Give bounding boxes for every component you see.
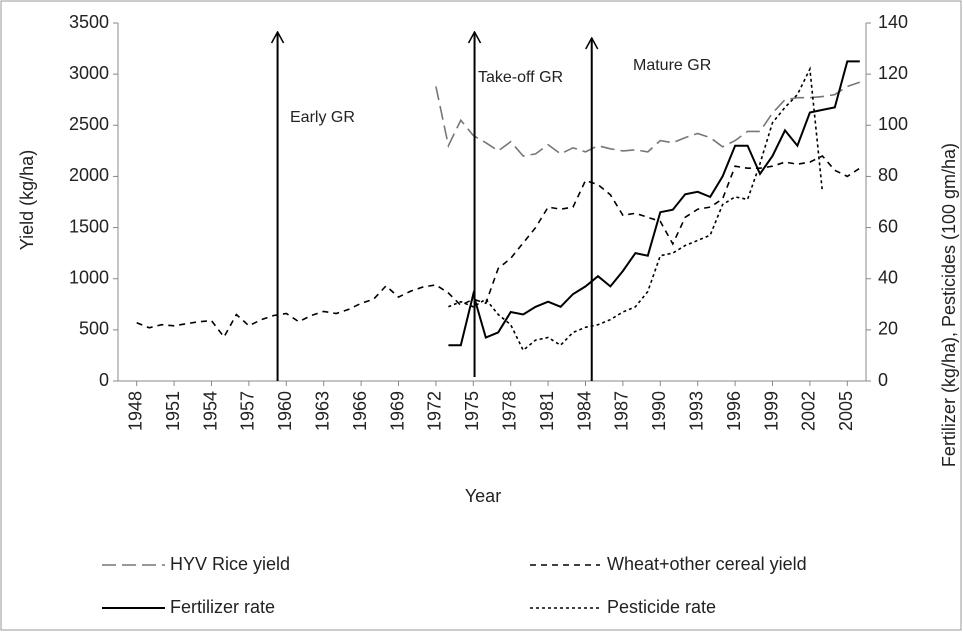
legend-label: Pesticide rate xyxy=(607,597,716,617)
x-tick-label: 1984 xyxy=(574,391,594,431)
y-tick-label: 0 xyxy=(99,370,109,390)
legend-label: Fertilizer rate xyxy=(170,597,275,617)
annotation: Take-off GR xyxy=(478,69,563,86)
legend-label: Wheat+other cereal yield xyxy=(607,554,807,574)
y2-tick-label: 140 xyxy=(878,12,908,32)
y-tick-label: 2000 xyxy=(69,165,109,185)
y-tick-label: 500 xyxy=(79,319,109,339)
annotation: Early GR xyxy=(290,109,355,126)
x-tick-label: 1954 xyxy=(200,391,220,431)
x-tick-label: 1996 xyxy=(724,391,744,431)
y-tick-label: 3000 xyxy=(69,63,109,83)
y2-tick-label: 60 xyxy=(878,216,898,236)
legend-label: HYV Rice yield xyxy=(170,554,290,574)
x-tick-label: 1951 xyxy=(163,391,183,431)
series-line xyxy=(448,66,824,352)
y2-tick-label: 40 xyxy=(878,267,898,287)
x-tick-label: 1948 xyxy=(125,391,145,431)
x-tick-label: 1966 xyxy=(350,391,370,431)
x-tick-label: 1993 xyxy=(686,391,706,431)
y-tick-label: 2500 xyxy=(69,114,109,134)
x-axis-title: Year xyxy=(465,486,501,506)
series-line xyxy=(448,60,860,347)
y-tick-label: 3500 xyxy=(69,12,109,32)
y2-tick-label: 120 xyxy=(878,63,908,83)
x-tick-label: 1975 xyxy=(462,391,482,431)
annotation: Mature GR xyxy=(633,57,711,74)
y-axis-title: Yield (kg/ha) xyxy=(17,150,37,250)
y2-tick-label: 80 xyxy=(878,165,898,185)
x-tick-label: 1972 xyxy=(425,391,445,431)
x-tick-label: 1990 xyxy=(649,391,669,431)
series-line xyxy=(136,155,861,339)
x-tick-label: 1999 xyxy=(761,391,781,431)
x-tick-label: 2005 xyxy=(836,391,856,431)
y-tick-label: 1500 xyxy=(69,216,109,236)
x-tick-label: 1987 xyxy=(612,391,632,431)
y-tick-label: 1000 xyxy=(69,267,109,287)
x-tick-label: 1960 xyxy=(275,391,295,431)
x-tick-label: 1978 xyxy=(499,391,519,431)
series-line xyxy=(435,81,861,157)
y2-tick-label: 100 xyxy=(878,114,908,134)
y2-tick-label: 0 xyxy=(878,370,888,390)
y2-axis-title: Fertilizer (kg/ha), Pesticides (100 gm/h… xyxy=(939,143,959,467)
x-tick-label: 1969 xyxy=(387,391,407,431)
x-tick-label: 1981 xyxy=(537,391,557,431)
y2-tick-label: 20 xyxy=(878,319,898,339)
x-tick-label: 1963 xyxy=(312,391,332,431)
x-tick-label: 2002 xyxy=(799,391,819,431)
x-tick-label: 1957 xyxy=(238,391,258,431)
